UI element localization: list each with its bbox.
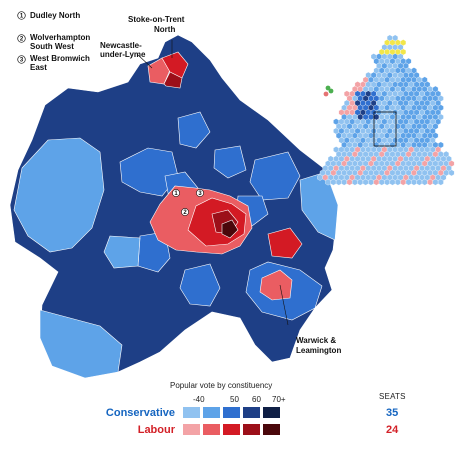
legend-party-conservative: Conservative [105,407,175,419]
conservative-swatch-4 [243,407,260,418]
seat-warwick-leamington [259,269,293,301]
inset-hex-cell [335,178,342,186]
legend-seats-conservative: 35 [386,407,399,419]
inset-hex-cell [378,178,385,186]
key-marker-2: 2 [17,34,26,43]
inset-hex-cell [448,169,455,177]
labour-swatch-3 [223,424,240,435]
legend-title: Popular vote by constituency [170,381,273,390]
legend-seats-header: SEATS [379,392,406,401]
inset-hex-cell [400,178,407,186]
inset-hex-cell [346,178,353,186]
inset-wales-hex [325,85,331,91]
leader-newcastle [137,54,153,69]
inset-hex-cell [357,178,364,186]
inset-hex-cell [352,178,358,186]
seat-birmingham-hodge-hill [221,219,239,239]
labour-swatch-5 [263,424,280,435]
inset-hex-cell [427,178,433,186]
seat-stoke-on-trent-central [163,71,183,89]
inset-hex-cell [432,178,439,186]
marker-wolverhampton-number: 2 [183,210,187,216]
seat-worcester [179,263,221,307]
key-marker-3: 3 [17,55,26,64]
inset-wales-hex [328,88,334,94]
conservative-swatch-2 [203,407,220,418]
legend-seats-labour: 24 [386,424,399,436]
inset-hex-cell [384,178,390,186]
inset-hex-cell [416,178,423,186]
inset-hex-cell [395,178,401,186]
labour-swatch-2 [203,424,220,435]
seat-ludlow [39,309,123,379]
legend-tick-40: -40 [193,395,205,404]
inset-england-hex-map [317,34,455,186]
key-marker-1: 1 [17,11,26,20]
seat-stoke-on-trent-north [161,51,189,79]
labour-swatch-4 [243,424,260,435]
marker-wolverhampton-south-west [181,208,189,216]
legend-tick-70: 70+ [272,395,286,404]
seat-redditch [103,235,141,269]
label-warwick-line2: Leamington [296,346,341,355]
marker-west-bromwich-number: 3 [198,191,202,197]
inset-hex-cell [421,178,428,186]
seat-coventry [267,227,303,259]
seat-lichfield [249,151,301,201]
inset-hex-cell [405,178,412,186]
key-label-dudley-north: Dudley North [30,11,81,20]
label-stoke-line1: Stoke-on-Trent [128,15,185,24]
leader-warwick [279,284,289,326]
inset-hex-cell [389,178,396,186]
svg-text:2: 2 [20,37,24,43]
marker-dudley-north [172,189,180,197]
key-label-wolverhampton-1: Wolverhampton [30,33,91,42]
key-label-wolverhampton-2: South West [30,42,74,51]
legend-tick-50: 50 [230,395,239,404]
inset-hex-cell [330,178,337,186]
legend-party-labour: Labour [137,424,175,436]
inset-hex-cell [317,174,323,181]
inset-hex-cell [368,178,374,186]
marker-west-bromwich-east [196,189,204,197]
seat-cannock [213,145,247,179]
conservative-swatch-3 [223,407,240,418]
inset-hex-cell [362,178,369,186]
key-label-west-bromwich-1: West Bromwich [30,54,90,63]
label-stoke-line2: North [154,25,175,34]
inset-hex-cell [373,178,380,186]
seat-shropshire-north-west [13,137,105,253]
conservative-swatch-5 [263,407,280,418]
legend-tick-60: 60 [252,395,261,404]
svg-text:1: 1 [20,14,24,20]
inset-wales-hex [323,91,329,97]
conservative-swatch-1 [183,407,200,418]
label-newcastle-line1: Newcastle- [100,41,142,50]
inset-hex-cell [325,178,331,186]
label-warwick-line1: Warwick & [296,336,336,345]
seat-sutton-coldfield [177,111,211,149]
inset-west-midlands-highlight [373,111,397,147]
svg-text:3: 3 [20,58,24,64]
marker-dudley-north-number: 1 [174,191,178,197]
inset-hex-cell [411,178,417,186]
inset-hex-cell [341,178,348,186]
seat-newcastle-under-lyme [147,57,171,85]
inset-hex-cell [437,178,444,186]
key-label-west-bromwich-2: East [30,63,47,72]
labour-swatch-1 [183,424,200,435]
label-newcastle-line2: under-Lyme [100,50,146,59]
